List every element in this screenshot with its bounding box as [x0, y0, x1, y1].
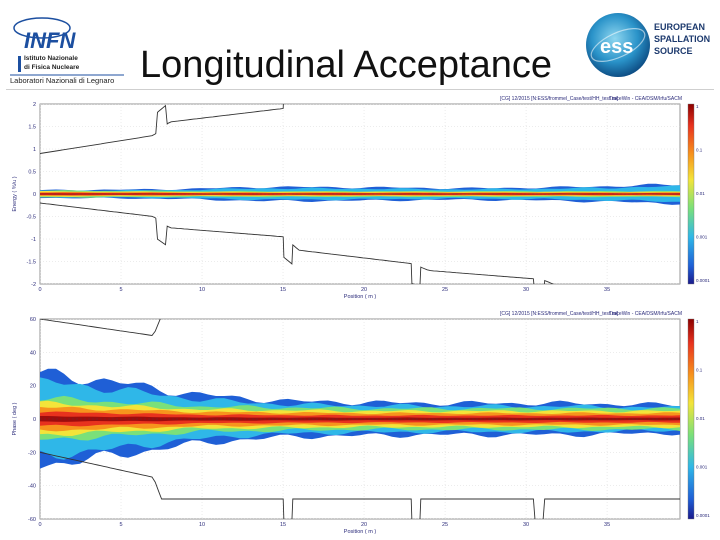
chart-header-left: [CG] 12/2015 [N:ESS/frommel_Case/test/HH…: [500, 96, 619, 102]
y-tick-label: 1: [33, 147, 36, 153]
x-tick-label: 0: [38, 522, 41, 528]
colorbar-tick-label: 0.1: [696, 148, 703, 153]
phase-acceptance-plot: [CG] 12/2015 [N:ESS/frommel_Case/test/HH…: [0, 307, 720, 540]
y-tick-label: 40: [30, 350, 36, 356]
x-tick-label: 35: [604, 522, 610, 528]
energy-acceptance-chart: [CG] 12/2015 [N:ESS/frommel_Case/test/HH…: [12, 96, 710, 300]
ess-line1: EUROPEAN: [654, 22, 705, 32]
x-axis-label: Position ( m ): [344, 294, 377, 300]
colorbar-tick-label: 0.001: [696, 465, 708, 470]
colorbar-tick-label: 0.01: [696, 416, 705, 421]
colorbar-tick-label: 0.01: [696, 191, 705, 196]
slide-title: Longitudinal Acceptance: [140, 44, 552, 86]
x-tick-label: 5: [119, 287, 122, 293]
ess-logo: ess EUROPEAN SPALLATION SOURCE: [586, 13, 710, 77]
infn-line2: di Fisica Nucleare: [24, 64, 80, 71]
y-tick-label: -60: [28, 517, 36, 523]
acceptance-upper-line: [40, 104, 284, 154]
x-tick-label: 20: [361, 287, 367, 293]
infn-logo: INFN Istituto Nazionale di Fisica Nuclea…: [10, 17, 124, 85]
y-tick-label: -2: [31, 282, 36, 288]
y-tick-label: 20: [30, 384, 36, 390]
x-tick-label: 30: [523, 287, 529, 293]
x-tick-label: 0: [38, 287, 41, 293]
colorbar-tick-label: 1: [696, 319, 699, 324]
ess-line3: SOURCE: [654, 46, 693, 56]
chart-header-left: [CG] 12/2015 [N:ESS/frommel_Case/test/HH…: [500, 311, 619, 317]
colorbar: [687, 318, 695, 520]
chart-header-right: TraceWin - CEA/DSM/Irfu/SACM: [609, 311, 682, 317]
y-tick-label: -1: [31, 237, 36, 243]
plot-content: [40, 104, 680, 284]
y-axis-label: Energy ( %/u ): [12, 176, 18, 211]
y-tick-label: 1.5: [28, 125, 36, 131]
infn-line1: Istituto Nazionale: [24, 55, 78, 62]
x-tick-label: 10: [199, 522, 205, 528]
y-tick-label: -1.5: [27, 260, 36, 266]
x-tick-label: 35: [604, 287, 610, 293]
colorbar-tick-label: 0.1: [696, 368, 703, 373]
colorbar-tick-label: 0.0001: [696, 513, 710, 518]
y-axis-label: Phase ( deg ): [12, 402, 18, 435]
colorbar: [687, 103, 695, 285]
y-tick-label: 2: [33, 102, 36, 108]
x-tick-label: 15: [280, 287, 286, 293]
x-tick-label: 15: [280, 522, 286, 528]
y-tick-label: -20: [28, 450, 36, 456]
x-tick-label: 30: [523, 522, 529, 528]
y-tick-label: -0.5: [27, 215, 36, 221]
energy-acceptance-plot: [CG] 12/2015 [N:ESS/frommel_Case/test/HH…: [0, 92, 720, 304]
x-tick-label: 25: [442, 522, 448, 528]
x-tick-label: 5: [119, 522, 122, 528]
x-tick-label: 25: [442, 287, 448, 293]
acceptance-lower-line: [40, 451, 680, 519]
phase-acceptance-chart: [CG] 12/2015 [N:ESS/frommel_Case/test/HH…: [12, 311, 710, 535]
acceptance-upper-line: [40, 319, 161, 336]
x-tick-label: 20: [361, 522, 367, 528]
ess-mark: ess: [600, 36, 633, 58]
colorbar-tick-label: 0.001: [696, 235, 708, 240]
acceptance-lower-line: [40, 202, 555, 284]
ess-line2: SPALLATION: [654, 34, 710, 44]
plot-content: [40, 319, 680, 519]
x-tick-label: 10: [199, 287, 205, 293]
x-axis-label: Position ( m ): [344, 529, 377, 535]
y-tick-label: 0.5: [28, 170, 36, 176]
colorbar-tick-label: 0.0001: [696, 278, 710, 283]
header-divider: [6, 89, 714, 90]
y-tick-label: 60: [30, 317, 36, 323]
y-tick-label: -40: [28, 484, 36, 490]
infn-line3: Laboratori Nazionali di Legnaro: [10, 76, 114, 85]
chart-header-right: TraceWin - CEA/DSM/Irfu/SACM: [609, 96, 682, 102]
infn-mark: INFN: [24, 28, 76, 53]
colorbar-tick-label: 1: [696, 104, 699, 109]
y-tick-label: 0: [33, 192, 36, 198]
y-tick-label: 0: [33, 417, 36, 423]
